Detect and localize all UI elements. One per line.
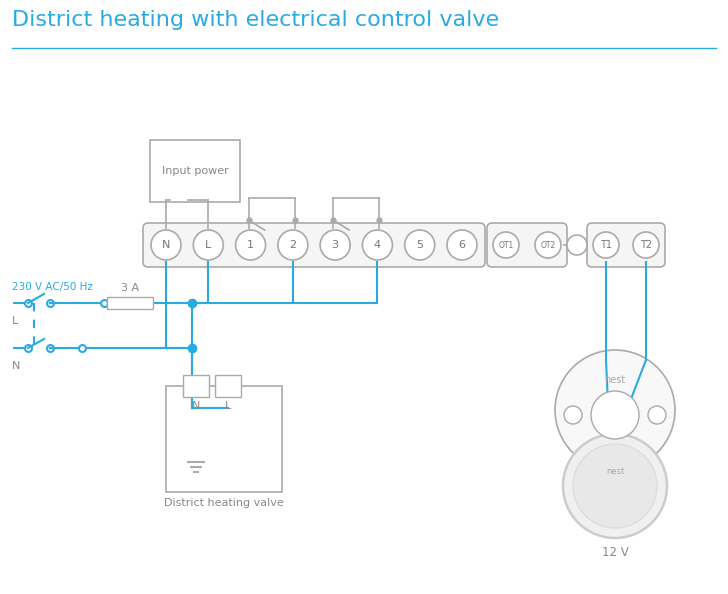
Text: 3: 3 [332, 240, 339, 250]
FancyBboxPatch shape [107, 297, 153, 309]
Text: nest: nest [606, 466, 624, 476]
Circle shape [493, 232, 519, 258]
FancyBboxPatch shape [150, 140, 240, 202]
Text: 4: 4 [374, 240, 381, 250]
Circle shape [563, 434, 667, 538]
FancyBboxPatch shape [487, 223, 567, 267]
Circle shape [593, 232, 619, 258]
Circle shape [405, 230, 435, 260]
Text: 6: 6 [459, 240, 465, 250]
FancyBboxPatch shape [143, 223, 485, 267]
FancyBboxPatch shape [166, 386, 282, 492]
Text: 1: 1 [247, 240, 254, 250]
Text: L: L [12, 316, 18, 326]
Circle shape [648, 406, 666, 424]
FancyBboxPatch shape [587, 223, 665, 267]
Circle shape [591, 391, 639, 439]
FancyBboxPatch shape [215, 375, 241, 397]
Text: District heating with electrical control valve: District heating with electrical control… [12, 10, 499, 30]
Text: L: L [205, 240, 211, 250]
Circle shape [573, 444, 657, 528]
Circle shape [564, 406, 582, 424]
Circle shape [555, 350, 675, 470]
Text: OT1: OT1 [499, 241, 514, 249]
Circle shape [320, 230, 350, 260]
Text: L: L [225, 401, 231, 411]
Text: T2: T2 [640, 240, 652, 250]
Text: District heating valve: District heating valve [164, 498, 284, 508]
Circle shape [278, 230, 308, 260]
Circle shape [447, 230, 477, 260]
Text: N: N [191, 401, 200, 411]
Text: T1: T1 [600, 240, 612, 250]
Text: 2: 2 [289, 240, 296, 250]
Text: 5: 5 [416, 240, 423, 250]
Text: 12 V: 12 V [601, 546, 628, 559]
Circle shape [633, 232, 659, 258]
Text: N: N [162, 240, 170, 250]
Circle shape [567, 235, 587, 255]
Circle shape [151, 230, 181, 260]
Text: 3 A: 3 A [121, 283, 139, 293]
Text: N: N [12, 361, 20, 371]
Text: OT2: OT2 [540, 241, 555, 249]
Circle shape [535, 232, 561, 258]
Text: nest: nest [604, 375, 625, 385]
Circle shape [194, 230, 223, 260]
Text: 230 V AC/50 Hz: 230 V AC/50 Hz [12, 282, 93, 292]
Circle shape [236, 230, 266, 260]
FancyBboxPatch shape [183, 375, 209, 397]
Text: Input power: Input power [162, 166, 229, 176]
Circle shape [363, 230, 392, 260]
